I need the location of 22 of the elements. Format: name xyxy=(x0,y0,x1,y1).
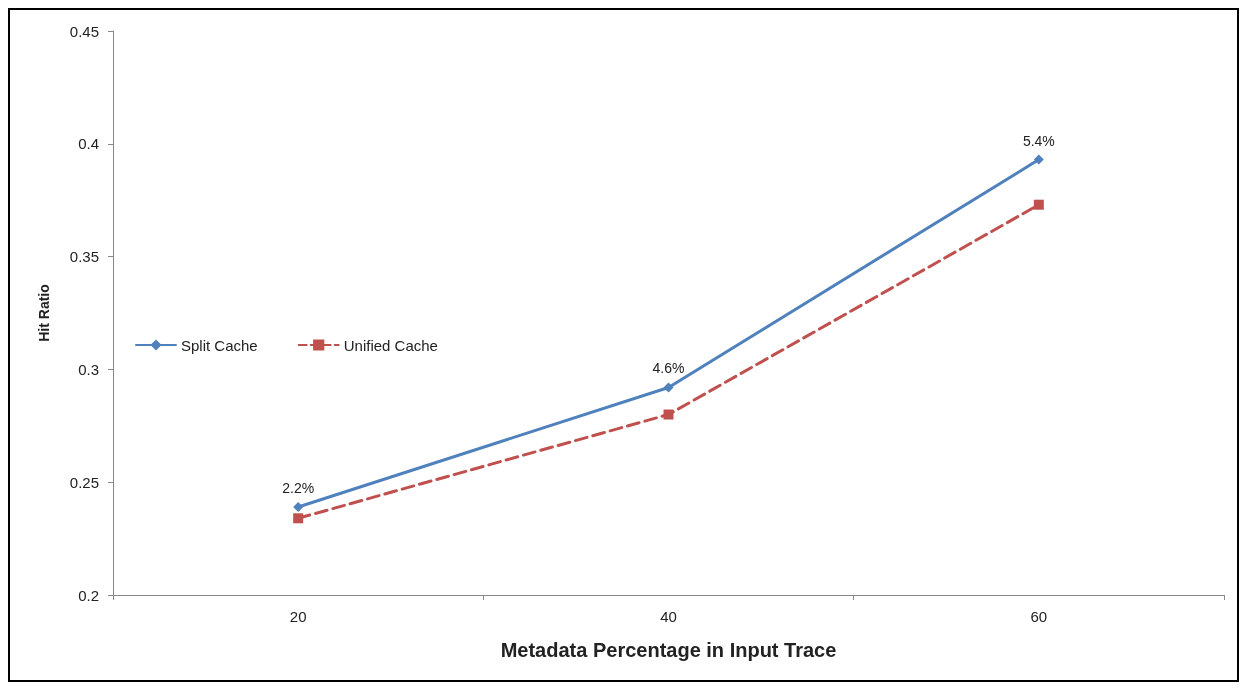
y-axis-title: Hit Ratio xyxy=(36,284,52,342)
y-tick-label: 0.45 xyxy=(69,22,99,40)
x-axis-title: Metadata Percentage in Input Trace xyxy=(500,639,837,661)
point xyxy=(293,502,304,513)
legend-label: Unified Cache xyxy=(343,336,438,354)
point xyxy=(663,382,674,393)
x-tick-label: 60 xyxy=(1030,608,1048,625)
point xyxy=(1033,154,1044,165)
legend-label: Split Cache xyxy=(181,336,258,354)
y-tick-label: 0.25 xyxy=(69,473,99,491)
y-tick-label: 0.3 xyxy=(78,360,99,378)
annotation: 5.4% xyxy=(1022,132,1055,149)
point xyxy=(1033,199,1044,210)
x-tick-label: 40 xyxy=(660,608,677,625)
annotation: 2.2% xyxy=(282,480,315,497)
y-tick-label: 0.2 xyxy=(78,586,99,604)
y-tick-label: 0.4 xyxy=(78,135,99,153)
point xyxy=(663,409,674,420)
x-tick-label: 20 xyxy=(289,608,307,625)
y-tick-label: 0.35 xyxy=(69,248,99,266)
point xyxy=(293,513,304,524)
annotation: 4.6% xyxy=(652,360,685,377)
